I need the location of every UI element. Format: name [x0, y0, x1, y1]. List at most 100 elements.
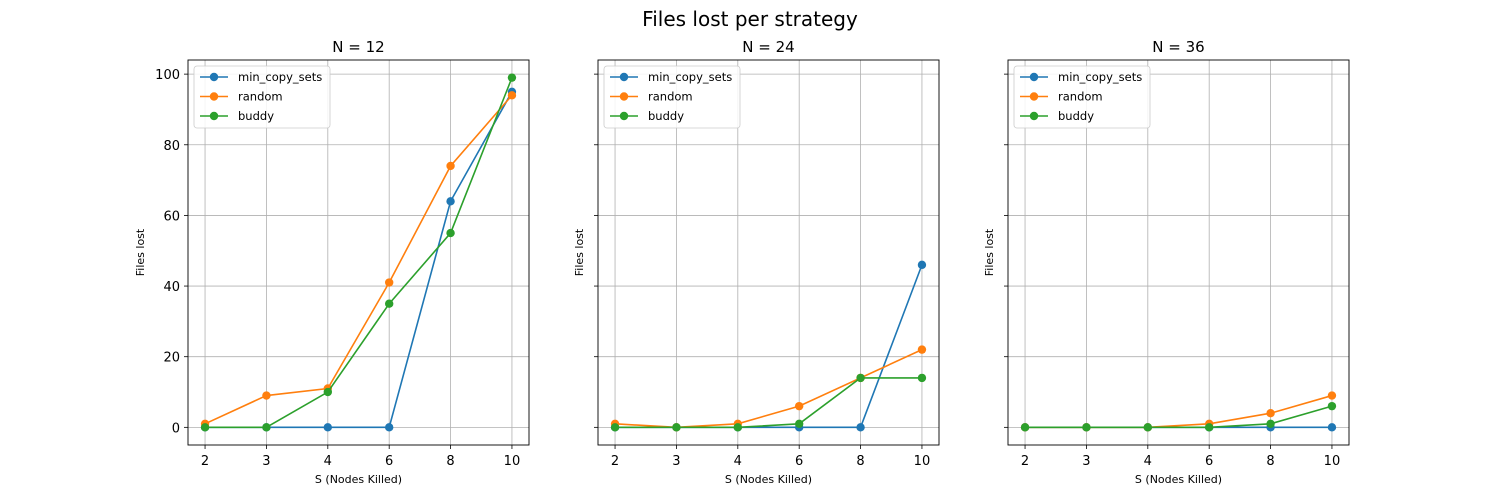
data-point: [1327, 391, 1337, 400]
data-point: [323, 387, 333, 397]
x-tick-label: 3: [672, 454, 680, 469]
x-tick-label: 8: [856, 454, 864, 469]
legend-label: min_copy_sets: [1058, 70, 1142, 84]
legend-marker: [1029, 72, 1039, 82]
series-line: [204, 94, 513, 425]
data-point: [1020, 423, 1030, 432]
legend-marker: [619, 92, 629, 101]
data-point: [200, 423, 210, 432]
legend-label: random: [1058, 90, 1103, 104]
y-tick-label: 40: [163, 280, 180, 295]
x-tick-label: 10: [1324, 454, 1341, 469]
subplot-title: N = 36: [1152, 38, 1204, 56]
axes-frame: [187, 59, 530, 446]
data-point: [446, 161, 455, 171]
legend-label: random: [238, 90, 283, 104]
data-point: [262, 391, 271, 400]
x-tick-label: 4: [1144, 454, 1152, 469]
data-point: [323, 423, 333, 432]
data-point: [446, 228, 455, 238]
data-point: [1204, 423, 1214, 432]
legend-label: buddy: [238, 109, 274, 123]
x-tick-label: 3: [1082, 454, 1090, 469]
data-point: [384, 423, 394, 432]
x-tick-label: 10: [914, 454, 931, 469]
legend-marker: [619, 111, 629, 121]
legend-box: [603, 65, 741, 129]
x-tick-label: 6: [795, 454, 803, 469]
axes-frame: [1007, 59, 1350, 446]
legend-box: [1013, 65, 1151, 129]
series-buddy: [610, 373, 927, 432]
subplot-3: 2 3 4 6 8 10 N = 36 S (Nodes Killed) Files lost m…: [983, 38, 1350, 486]
subplot-2: 2 3 4 6 8 10 N = 24 S (Nodes Killed) Files lost m…: [573, 38, 940, 486]
data-point: [1143, 423, 1153, 432]
x-tick-label: 4: [324, 454, 332, 469]
x-tick-label: 2: [201, 454, 209, 469]
series-line: [1025, 405, 1333, 429]
data-point: [672, 423, 681, 432]
legend-label: random: [648, 90, 693, 104]
legend-label: min_copy_sets: [648, 70, 732, 84]
data-point: [446, 197, 455, 206]
y-tick-label: 80: [163, 139, 180, 154]
data-point: [917, 373, 927, 383]
y-tick-label: 0: [172, 421, 180, 436]
data-point: [610, 423, 620, 432]
data-point: [1082, 423, 1091, 432]
x-tick-label: 2: [1021, 454, 1029, 469]
x-tick-label: 4: [734, 454, 742, 469]
grid: [1008, 60, 1349, 445]
y-tick-label: 20: [163, 351, 180, 366]
x-axis-label: S (Nodes Killed): [725, 473, 812, 486]
data-point: [917, 260, 927, 270]
data-point: [1266, 409, 1275, 418]
x-tick-label: 3: [262, 454, 270, 469]
data-point: [794, 401, 804, 411]
data-point: [1327, 401, 1337, 411]
legend-label: buddy: [1058, 109, 1094, 123]
data-point: [384, 299, 394, 308]
data-point: [856, 423, 865, 432]
series-buddy: [200, 73, 517, 432]
data-point: [917, 345, 927, 354]
data-point: [856, 373, 865, 383]
x-tick-label: 6: [1205, 454, 1213, 469]
data-point: [1266, 419, 1275, 429]
axes-frame: [597, 59, 940, 446]
x-axis-label: S (Nodes Killed): [1135, 473, 1222, 486]
y-tick-label: 60: [163, 209, 180, 224]
data-point: [1327, 423, 1337, 432]
legend-box: [193, 65, 331, 129]
data-point: [384, 278, 394, 287]
series-line: [205, 77, 513, 429]
x-tick-label: 2: [611, 454, 619, 469]
legend-marker: [209, 111, 219, 121]
data-point: [733, 423, 743, 432]
legend-marker: [1029, 92, 1039, 101]
x-tick-label: 8: [446, 454, 454, 469]
data-point: [507, 91, 517, 100]
series-line: [615, 377, 922, 429]
data-point: [507, 73, 517, 82]
subplot-title: N = 12: [332, 38, 384, 56]
legend-label: buddy: [648, 109, 684, 123]
legend-marker: [619, 72, 629, 82]
series-buddy: [1020, 401, 1337, 432]
data-point: [794, 419, 804, 429]
data-point: [262, 423, 271, 432]
legend-marker: [1029, 111, 1039, 121]
legend-marker: [209, 92, 219, 101]
legend-marker: [209, 72, 219, 82]
x-tick-label: 6: [385, 454, 393, 469]
x-tick-label: 10: [504, 454, 521, 469]
x-tick-label: 8: [1266, 454, 1274, 469]
y-axis-label: Files lost: [134, 228, 147, 276]
y-axis-label: Files lost: [983, 228, 996, 276]
